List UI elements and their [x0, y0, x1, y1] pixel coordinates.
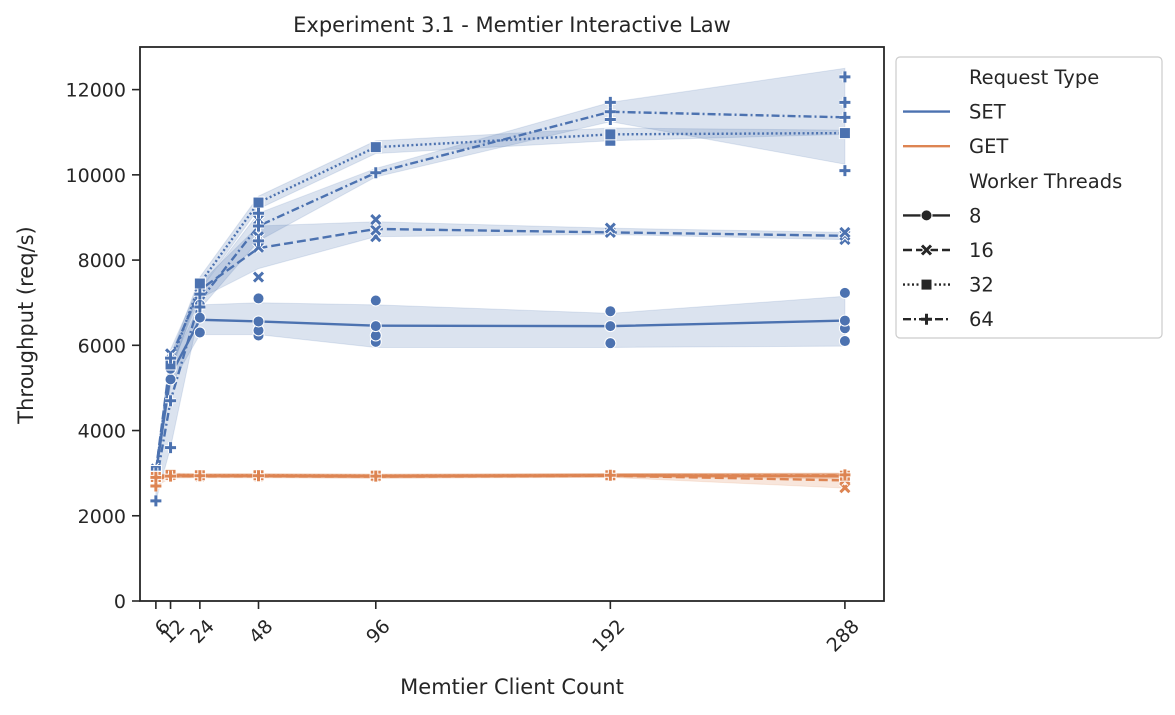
data-point-set-8	[252, 292, 265, 305]
legend-label-get: GET	[969, 135, 1008, 158]
data-point-set-16	[369, 223, 383, 237]
legend: Request Type SET GET Worker Threads 8 16 32 64	[895, 56, 1163, 339]
data-point-set-16	[252, 213, 265, 226]
data-point-get-64	[165, 470, 177, 482]
data-point-set-8	[369, 320, 382, 333]
x-tick-label: 192	[588, 615, 629, 656]
legend-marker-threads-64	[921, 313, 932, 325]
y-tick-label: 6000	[78, 335, 126, 357]
y-tick-label: 4000	[78, 421, 126, 443]
plot-frame	[139, 46, 885, 602]
legend-label-threads-16: 16	[969, 239, 994, 262]
y-tick-label: 10000	[66, 165, 126, 187]
data-point-set-64	[839, 165, 851, 177]
x-tick-label: 288	[823, 615, 864, 656]
y-axis-ticks: 0 2000 4000 6000 8000 10000 12000	[66, 80, 140, 613]
data-point-set-64	[194, 288, 206, 300]
data-point-set-64	[839, 111, 851, 123]
data-point-set-64	[253, 235, 265, 247]
y-tick-label: 8000	[78, 250, 126, 272]
data-point-set-32	[838, 127, 851, 140]
data-point-set-8	[193, 326, 206, 339]
data-point-set-64	[370, 167, 382, 179]
legend-frame	[895, 56, 1163, 339]
x-axis-label: Memtier Client Count	[400, 675, 624, 699]
data-point-get-64	[194, 470, 206, 482]
data-point-set-8	[193, 311, 206, 324]
data-point-set-64	[604, 106, 616, 118]
data-point-set-16	[838, 226, 852, 239]
data-point-get-64	[370, 470, 382, 482]
data-point-set-8	[604, 337, 617, 350]
data-point-set-64	[165, 442, 177, 454]
data-point-set-8	[838, 286, 851, 299]
data-point-set-16	[604, 221, 617, 235]
data-point-set-32	[369, 141, 382, 154]
data-points	[149, 71, 852, 507]
data-point-set-32	[252, 196, 265, 209]
x-tick-label: 48	[245, 615, 278, 648]
data-point-set-32	[604, 128, 617, 141]
ci-band-set-64	[155, 67, 846, 501]
data-point-set-64	[839, 71, 851, 83]
data-point-set-8	[164, 373, 177, 386]
data-point-set-64	[604, 96, 616, 108]
ci-band-set-16	[155, 221, 846, 476]
data-point-set-64	[253, 220, 265, 232]
plot-area	[149, 67, 852, 507]
chart-title: Experiment 3.1 - Memtier Interactive Law	[293, 13, 731, 37]
data-point-set-8	[252, 315, 265, 328]
legend-label-set: SET	[969, 101, 1006, 124]
data-point-set-64	[194, 301, 206, 313]
data-point-get-64	[150, 471, 162, 483]
data-point-set-64	[165, 352, 177, 364]
data-point-get-64	[839, 469, 851, 481]
data-point-set-8	[604, 305, 617, 318]
data-point-set-64	[839, 96, 851, 108]
legend-marker-threads-32	[920, 278, 933, 291]
data-point-set-64	[150, 495, 162, 507]
data-point-get-64	[253, 470, 265, 482]
y-tick-label: 2000	[78, 506, 126, 528]
data-point-set-8	[369, 294, 382, 307]
x-tick-label: 96	[362, 615, 395, 648]
legend-label-threads-32: 32	[969, 274, 994, 297]
data-point-set-64	[253, 207, 265, 219]
y-tick-label: 0	[114, 591, 126, 613]
legend-marker-threads-8	[920, 209, 933, 222]
legend-title-request-type: Request Type	[969, 66, 1099, 89]
data-point-set-8	[838, 314, 851, 327]
data-point-set-16	[369, 213, 383, 226]
data-point-set-8	[604, 320, 617, 333]
data-point-set-8	[838, 335, 851, 348]
legend-marker-threads-16	[920, 243, 933, 257]
data-point-set-16	[252, 270, 265, 284]
legend-title-worker-threads: Worker Threads	[969, 170, 1122, 193]
legend-label-threads-8: 8	[969, 204, 981, 227]
data-point-set-64	[165, 395, 177, 407]
y-axis-label: Throughput (req/s)	[14, 226, 38, 424]
x-tick-label: 24	[186, 615, 219, 648]
data-point-get-64	[604, 469, 616, 481]
legend-label-threads-64: 64	[969, 308, 994, 331]
data-point-set-32	[193, 277, 206, 290]
y-tick-label: 12000	[66, 80, 126, 102]
data-point-set-16	[252, 241, 265, 254]
